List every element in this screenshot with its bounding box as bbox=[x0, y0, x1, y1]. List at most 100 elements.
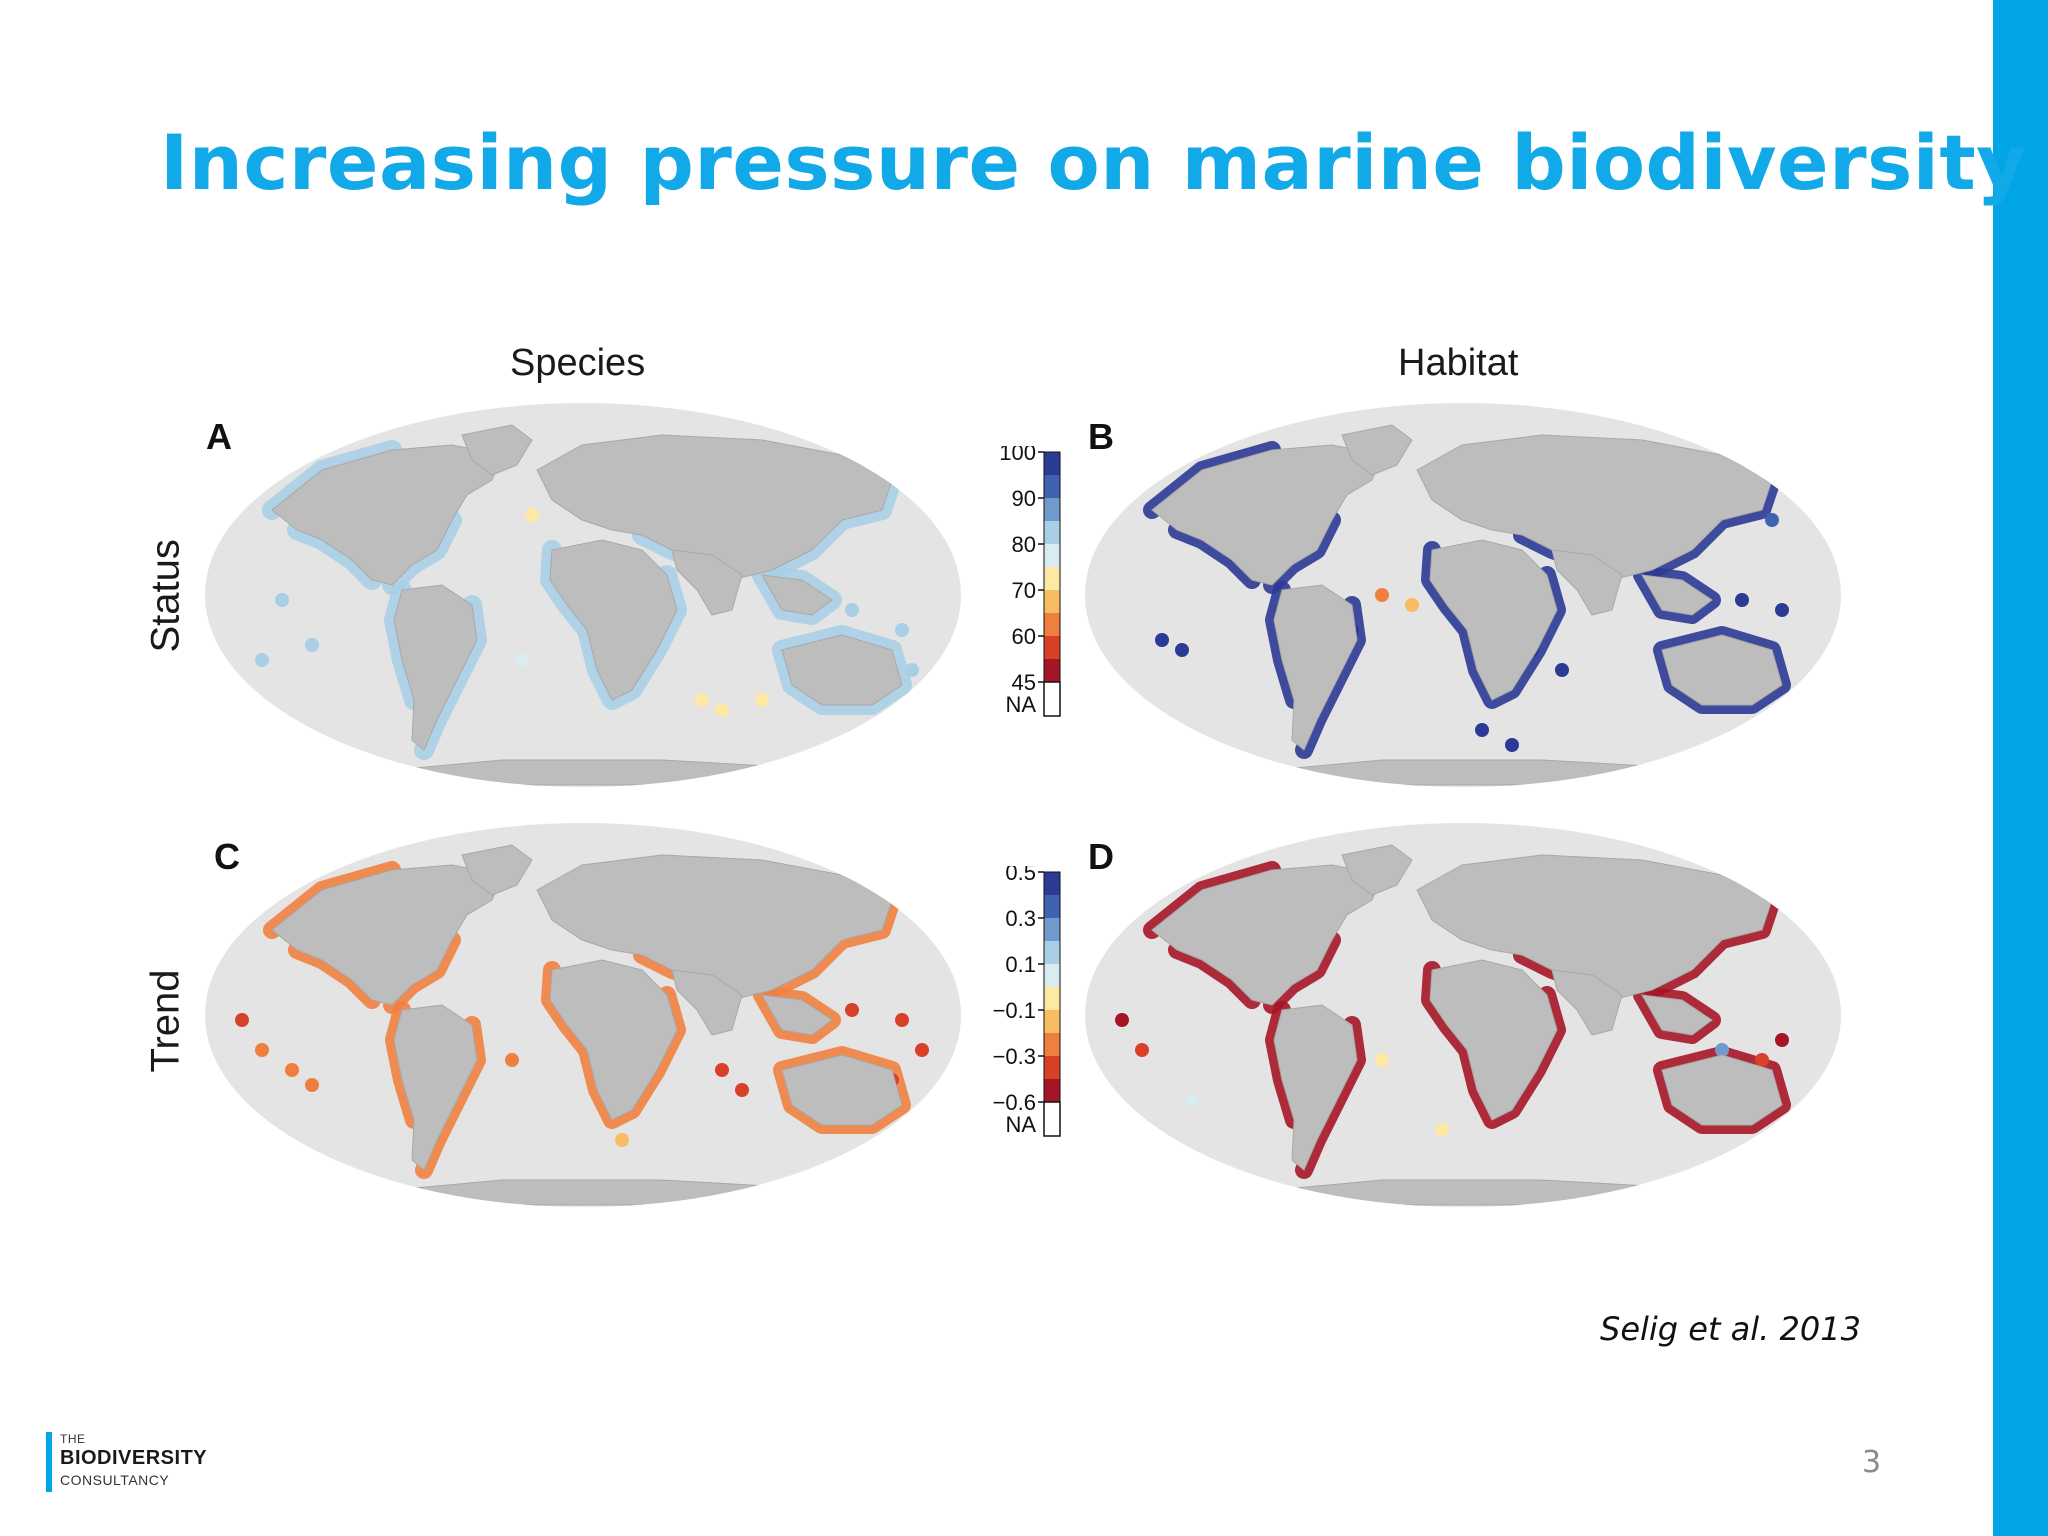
figure: Species Habitat Status Trend A B C D 100… bbox=[136, 330, 1876, 1207]
island-point bbox=[1775, 1033, 1789, 1047]
legend-frame bbox=[1043, 871, 1061, 1103]
legend-swatch bbox=[1044, 521, 1060, 544]
legend-swatch bbox=[1043, 681, 1061, 717]
legend-frame bbox=[1043, 451, 1061, 683]
island-point bbox=[285, 1063, 299, 1077]
trend-color-legend: 0.5 0.3 0.1 −0.1 −0.3 −0.6NA bbox=[993, 866, 1061, 1137]
island-point bbox=[845, 603, 859, 617]
eurasia-landmass bbox=[1416, 434, 1773, 581]
island-point bbox=[845, 1003, 859, 1017]
island-point bbox=[515, 653, 529, 667]
island-point bbox=[525, 508, 539, 522]
island-point bbox=[695, 693, 709, 707]
logo-accent-bar bbox=[46, 1432, 52, 1492]
legend-swatch bbox=[1044, 987, 1060, 1010]
island-point bbox=[1555, 663, 1569, 677]
north-america-landmass bbox=[271, 444, 503, 586]
island-point bbox=[615, 1133, 629, 1147]
north-america-landmass bbox=[1151, 444, 1383, 586]
greenland-landmass bbox=[461, 844, 533, 896]
australia-landmass bbox=[781, 1054, 903, 1126]
island-point bbox=[1405, 598, 1419, 612]
panel-letter-d: D bbox=[1088, 836, 1114, 877]
island-point bbox=[1775, 603, 1789, 617]
legend-swatch bbox=[1044, 1033, 1060, 1056]
island-point bbox=[1475, 723, 1489, 737]
panel-letter-b: B bbox=[1088, 416, 1114, 457]
arabia-india-landmass bbox=[1551, 969, 1623, 1036]
africa-landmass bbox=[549, 959, 678, 1121]
island-point bbox=[715, 1063, 729, 1077]
row-label-trend: Trend bbox=[143, 969, 188, 1073]
slide-title: Increasing pressure on marine biodiversi… bbox=[160, 118, 2027, 207]
greenland-landmass bbox=[1341, 424, 1413, 476]
southeast-asia-landmass bbox=[1641, 574, 1713, 616]
legend-tick-label: NA bbox=[1005, 1112, 1036, 1137]
island-point bbox=[305, 638, 319, 652]
page-number: 3 bbox=[1862, 1445, 1882, 1480]
citation: Selig et al. 2013 bbox=[1600, 1310, 1861, 1348]
island-point bbox=[255, 1043, 269, 1057]
island-point bbox=[1115, 1013, 1129, 1027]
island-point bbox=[1175, 643, 1189, 657]
eurasia-landmass bbox=[536, 854, 893, 1001]
island-point bbox=[1155, 633, 1169, 647]
australia-landmass bbox=[781, 634, 903, 706]
south-america-landmass bbox=[393, 584, 478, 751]
legend-swatch bbox=[1044, 1079, 1060, 1102]
legend-swatch bbox=[1044, 918, 1060, 941]
island-point bbox=[1375, 588, 1389, 602]
island-point bbox=[1505, 738, 1519, 752]
island-point bbox=[235, 1013, 249, 1027]
legend-tick-label: 80 bbox=[1012, 532, 1036, 557]
australia-landmass bbox=[1661, 634, 1783, 706]
legend-swatch bbox=[1044, 544, 1060, 567]
map-species-trend bbox=[202, 820, 964, 1210]
legend-tick-label: −0.6 bbox=[993, 1090, 1036, 1115]
island-point bbox=[895, 623, 909, 637]
legend-tick-label: 0.1 bbox=[1005, 952, 1036, 977]
accent-side-bar bbox=[1993, 0, 2048, 1536]
legend-swatch bbox=[1044, 452, 1060, 475]
row-label-status: Status bbox=[143, 539, 188, 653]
legend-swatch bbox=[1044, 659, 1060, 682]
island-point bbox=[755, 693, 769, 707]
legend-tick-label: 90 bbox=[1012, 486, 1036, 511]
eurasia-landmass bbox=[1416, 854, 1773, 1001]
logo-line-biodiversity: BIODIVERSITY bbox=[60, 1447, 208, 1469]
island-point bbox=[735, 1083, 749, 1097]
legend-swatch bbox=[1044, 895, 1060, 918]
legend-swatch bbox=[1044, 941, 1060, 964]
logo-line-the: THE bbox=[60, 1432, 86, 1446]
north-america-landmass bbox=[1151, 864, 1383, 1006]
arabia-india-landmass bbox=[1551, 549, 1623, 616]
arabia-india-landmass bbox=[671, 969, 743, 1036]
legend-swatch bbox=[1044, 567, 1060, 590]
greenland-landmass bbox=[1341, 844, 1413, 896]
southeast-asia-landmass bbox=[1641, 994, 1713, 1036]
legend-swatch bbox=[1044, 613, 1060, 636]
logo-line-consultancy: CONSULTANCY bbox=[60, 1472, 170, 1488]
arabia-india-landmass bbox=[671, 549, 743, 616]
legend-tick-label: −0.1 bbox=[993, 998, 1036, 1023]
panel-letter-a: A bbox=[206, 416, 232, 457]
column-header-habitat: Habitat bbox=[1398, 342, 1519, 384]
southeast-asia-landmass bbox=[761, 574, 833, 616]
island-point bbox=[1435, 1123, 1449, 1137]
north-america-landmass bbox=[271, 864, 503, 1006]
south-america-landmass bbox=[393, 1004, 478, 1171]
column-header-species: Species bbox=[510, 342, 646, 384]
legend-swatch bbox=[1044, 590, 1060, 613]
island-point bbox=[1735, 593, 1749, 607]
map-species-status bbox=[202, 400, 964, 790]
africa-landmass bbox=[1429, 539, 1558, 701]
map-habitat-trend bbox=[1082, 820, 1844, 1210]
legend-tick-label: 60 bbox=[1012, 624, 1036, 649]
island-point bbox=[255, 653, 269, 667]
legend-tick-label: 100 bbox=[999, 446, 1036, 465]
legend-swatch bbox=[1044, 498, 1060, 521]
africa-landmass bbox=[1429, 959, 1558, 1121]
legend-tick-label: NA bbox=[1005, 692, 1036, 717]
island-point bbox=[305, 1078, 319, 1092]
